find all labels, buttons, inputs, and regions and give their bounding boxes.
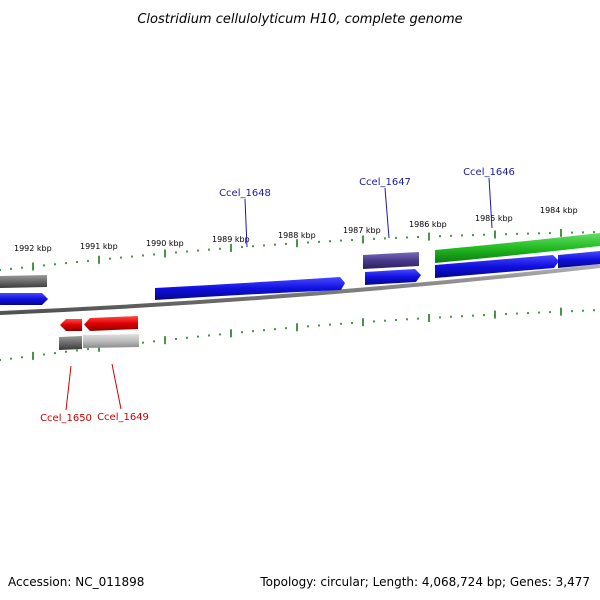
leader-ccel-1649 <box>111 363 122 410</box>
leader-ccel-1646 <box>488 177 493 229</box>
leader-ccel-1650 <box>65 365 72 411</box>
gene-label-ccel-1648[interactable]: Ccel_1648 <box>219 188 271 199</box>
leader-ccel-1647 <box>384 187 390 239</box>
gene-label-ccel-1649[interactable]: Ccel_1649 <box>97 412 149 423</box>
accession-text: Accession: NC_011898 <box>8 575 144 589</box>
scale-label-1984: 1984 kbp <box>540 206 578 215</box>
genome-backbone <box>0 264 600 315</box>
genome-info-text: Topology: circular; Length: 4,068,724 bp… <box>259 575 590 589</box>
gray-feature-1650[interactable] <box>59 336 82 350</box>
forward-cds-ccel-1646[interactable] <box>435 255 559 278</box>
scale-label-1990: 1990 kbp <box>146 239 184 248</box>
scale-label-1985: 1985 kbp <box>475 214 513 223</box>
reverse-cds-ccel-1649[interactable] <box>84 316 138 331</box>
gray-feature-1649[interactable] <box>83 334 139 348</box>
scale-label-1989: 1989 kbp <box>212 235 250 244</box>
forward-cds-ccel-1648[interactable] <box>155 277 345 300</box>
scale-label-1987: 1987 kbp <box>343 226 381 235</box>
forward-cds-ccel-1647[interactable] <box>365 269 421 285</box>
reverse-cds-ccel-1650[interactable] <box>60 319 82 331</box>
leader-ccel-1648 <box>244 198 248 248</box>
map-title: Clostridium cellulolyticum H10, complete… <box>137 12 462 27</box>
scale-label-1992: 1992 kbp <box>14 244 52 253</box>
gray-feature-left[interactable] <box>0 275 47 288</box>
gene-label-ccel-1647[interactable]: Ccel_1647 <box>359 177 411 188</box>
upper-scale-ruler <box>0 228 595 271</box>
gene-label-ccel-1646[interactable]: Ccel_1646 <box>463 167 515 178</box>
scale-label-1991: 1991 kbp <box>80 242 118 251</box>
scale-label-1986: 1986 kbp <box>409 220 447 229</box>
forward-cds-left[interactable] <box>0 293 48 305</box>
purple-feature[interactable] <box>363 252 419 269</box>
scale-label-1988: 1988 kbp <box>278 231 316 240</box>
gene-label-ccel-1650[interactable]: Ccel_1650 <box>40 413 92 424</box>
green-feature[interactable] <box>435 233 600 263</box>
lower-scale-ruler <box>0 307 595 361</box>
forward-cds-right[interactable] <box>558 251 600 268</box>
